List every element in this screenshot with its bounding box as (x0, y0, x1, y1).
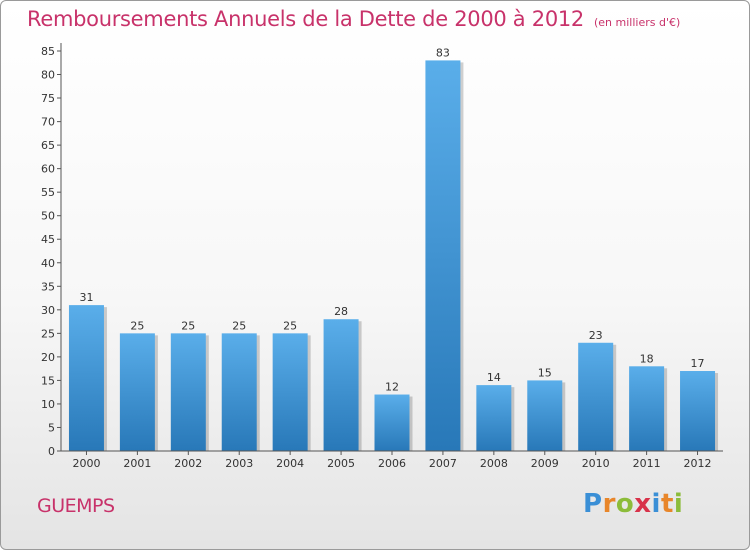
logo-letter: o (615, 489, 635, 519)
y-tick-label: 65 (41, 139, 55, 152)
x-tick-label: 2007 (429, 457, 457, 470)
y-tick-label: 75 (41, 92, 55, 105)
bar-2009 (527, 380, 563, 451)
value-label: 25 (232, 319, 246, 332)
bar-2003 (221, 333, 257, 451)
x-tick-label: 2009 (531, 457, 559, 470)
x-tick-label: 2002 (174, 457, 202, 470)
bar-2007 (425, 60, 461, 451)
value-label: 14 (487, 371, 501, 384)
title-row: Remboursements Annuels de la Dette de 20… (27, 7, 680, 31)
bar-2000 (68, 305, 104, 451)
bar-2004 (272, 333, 308, 451)
commune-name: GUEMPS (37, 495, 115, 517)
bar-2010 (578, 342, 614, 451)
x-tick-label: 2012 (684, 457, 712, 470)
value-label: 17 (691, 357, 705, 370)
bar-2005 (323, 319, 359, 451)
logo-letter: P (583, 489, 603, 519)
value-label: 18 (640, 352, 654, 365)
logo-letter: r (602, 489, 616, 519)
x-tick-label: 2011 (633, 457, 661, 470)
bar-2012 (680, 371, 716, 451)
x-tick-label: 2008 (480, 457, 508, 470)
x-tick-label: 2006 (378, 457, 406, 470)
y-tick-label: 40 (41, 257, 55, 270)
logo-letter: t (660, 489, 674, 519)
y-tick-label: 0 (48, 445, 55, 458)
y-tick-label: 85 (41, 45, 55, 58)
y-tick-label: 70 (41, 116, 55, 129)
x-tick-label: 2004 (276, 457, 304, 470)
value-label: 12 (385, 381, 399, 394)
y-tick-label: 15 (41, 374, 55, 387)
x-tick-label: 2001 (123, 457, 151, 470)
y-tick-label: 25 (41, 327, 55, 340)
bar-2001 (119, 333, 155, 451)
bar-2008 (476, 385, 512, 451)
value-label: 25 (181, 319, 195, 332)
logo-letter: i (673, 489, 684, 519)
value-label: 15 (538, 366, 552, 379)
y-tick-label: 30 (41, 304, 55, 317)
bars: 31 25 25 25 25 28 12 83 14 15 23 18 17 (68, 46, 719, 451)
value-label: 83 (436, 46, 450, 59)
y-tick-label: 35 (41, 280, 55, 293)
y-tick-label: 10 (41, 398, 55, 411)
value-label: 31 (79, 291, 93, 304)
y-tick-label: 20 (41, 351, 55, 364)
logo-letter: i (651, 489, 661, 519)
bar-2006 (374, 394, 410, 451)
bar-2011 (629, 366, 665, 451)
x-tick-label: 2003 (225, 457, 253, 470)
value-label: 28 (334, 305, 348, 318)
y-tick-label: 50 (41, 210, 55, 223)
y-axis: 0 5 10 15 20 25 30 35 40 45 50 55 60 65 70 75 80 85 (41, 43, 62, 458)
x-tick-label: 2005 (327, 457, 355, 470)
bar-2002 (170, 333, 206, 451)
chart-title: Remboursements Annuels de la Dette de 20… (27, 7, 584, 31)
y-tick-label: 55 (41, 186, 55, 199)
proxiti-logo: Proxiti (583, 489, 683, 519)
value-label: 25 (283, 319, 297, 332)
y-tick-label: 60 (41, 163, 55, 176)
logo-letter: x (634, 489, 652, 519)
x-tick-label: 2010 (582, 457, 610, 470)
y-tick-label: 5 (48, 421, 55, 434)
x-tick-label: 2000 (72, 457, 100, 470)
y-tick-label: 45 (41, 233, 55, 246)
x-axis: 2000 2001 2002 2003 2004 2005 2006 2007 2008 2009… (61, 450, 723, 470)
y-tick-label: 80 (41, 69, 55, 82)
value-label: 23 (589, 329, 603, 342)
chart-subtitle: (en milliers d'€) (594, 16, 681, 29)
value-label: 25 (130, 319, 144, 332)
